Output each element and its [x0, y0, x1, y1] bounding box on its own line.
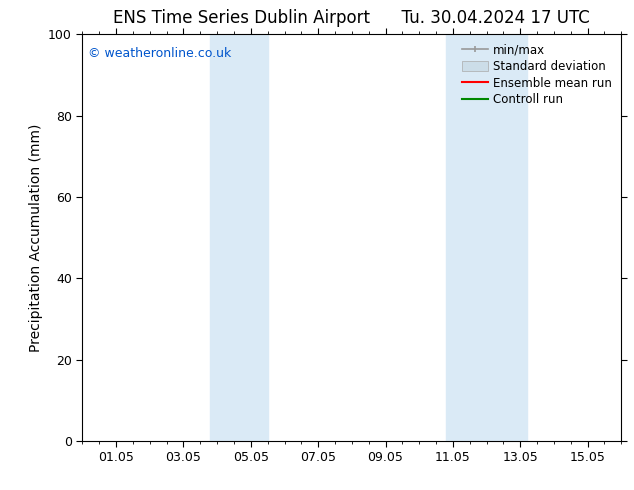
Bar	[234, 34, 268, 441]
Y-axis label: Precipitation Accumulation (mm): Precipitation Accumulation (mm)	[29, 123, 42, 352]
Legend: min/max, Standard deviation, Ensemble mean run, Controll run: min/max, Standard deviation, Ensemble me…	[459, 40, 616, 110]
Text: © weatheronline.co.uk: © weatheronline.co.uk	[87, 47, 231, 59]
Bar	[480, 34, 527, 441]
Bar	[446, 34, 480, 441]
Title: ENS Time Series Dublin Airport      Tu. 30.04.2024 17 UTC: ENS Time Series Dublin Airport Tu. 30.04…	[113, 9, 590, 27]
Bar	[210, 34, 234, 441]
